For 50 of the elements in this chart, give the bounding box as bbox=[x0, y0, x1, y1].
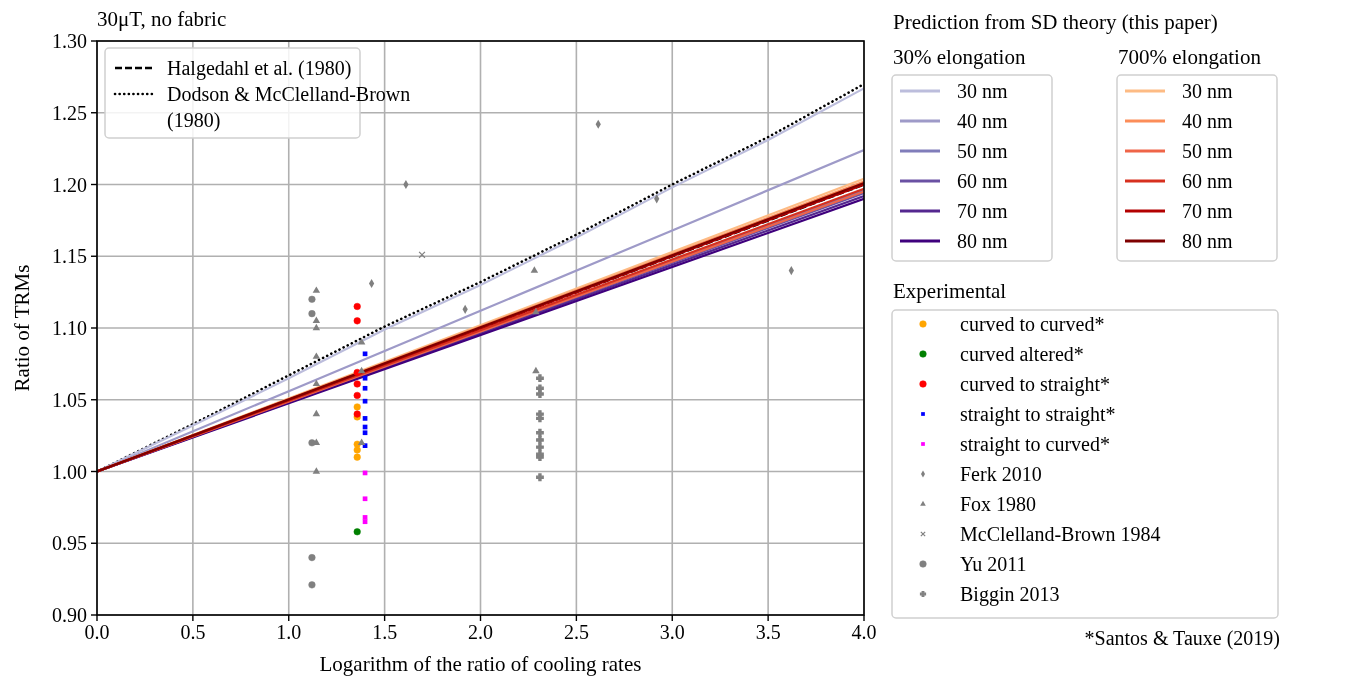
legend-label: curved to straight* bbox=[960, 373, 1110, 396]
legend-label: Yu 2011 bbox=[960, 553, 1027, 575]
x-tick-label: 2.0 bbox=[468, 621, 493, 643]
x-tick-label: 2.5 bbox=[563, 621, 589, 643]
legend-label: 30 nm bbox=[1182, 80, 1233, 102]
x-tick-label: 3.0 bbox=[659, 621, 685, 643]
x-tick-label: 3.5 bbox=[755, 621, 781, 643]
legend-label: 40 nm bbox=[957, 110, 1008, 132]
x-tick-label: 1.5 bbox=[372, 621, 398, 643]
legend-label: 70 nm bbox=[1182, 200, 1233, 222]
y-tick-label: 1.05 bbox=[52, 388, 87, 411]
legend-label: Dodson & McClelland-Brown (1980) bbox=[167, 83, 411, 132]
legend-label: 70 nm bbox=[957, 200, 1008, 222]
x-tick-label: 4.0 bbox=[851, 621, 877, 643]
legend-label: Ferk 2010 bbox=[960, 463, 1042, 485]
text: Experimental bbox=[893, 279, 1007, 303]
y-axis-title: Ratio of TRMs bbox=[10, 264, 34, 392]
text: 30% elongation bbox=[893, 45, 1026, 69]
y-tick-label: 0.95 bbox=[52, 532, 87, 555]
legend-label: 50 nm bbox=[1182, 140, 1233, 162]
legend-label: McClelland-Brown 1984 bbox=[960, 523, 1161, 545]
x-tick-label: 1.0 bbox=[276, 621, 302, 643]
x-tick-label: 0.0 bbox=[84, 621, 110, 643]
legend-label: straight to curved* bbox=[960, 433, 1110, 456]
legend-label: Biggin 2013 bbox=[960, 583, 1060, 606]
y-tick-label: 1.00 bbox=[52, 460, 87, 483]
x-axis-title: Logarithm of the ratio of cooling rates bbox=[319, 652, 642, 676]
legend-title: Prediction from SD theory (this paper) bbox=[893, 10, 1218, 34]
legend-label: curved to curved* bbox=[960, 313, 1105, 335]
legend-label: 60 nm bbox=[1182, 170, 1233, 192]
legend-label: straight to straight* bbox=[960, 403, 1116, 426]
legend-label: 60 nm bbox=[957, 170, 1008, 192]
x-tick-label: 0.5 bbox=[180, 621, 206, 643]
legend-label: 50 nm bbox=[957, 140, 1008, 162]
legend-label: 80 nm bbox=[1182, 230, 1233, 252]
text: *Santos & Tauxe (2019) bbox=[1084, 627, 1280, 650]
legend-label: 40 nm bbox=[1182, 110, 1233, 132]
y-tick-label: 0.90 bbox=[52, 604, 87, 626]
y-tick-label: 1.10 bbox=[52, 317, 87, 339]
legend-label: 30 nm bbox=[957, 80, 1008, 102]
y-tick-label: 1.20 bbox=[52, 173, 87, 196]
legend-label: curved altered* bbox=[960, 343, 1084, 365]
chart-title: 30μT, no fabric bbox=[97, 7, 227, 31]
legend-label: 80 nm bbox=[957, 230, 1008, 252]
y-tick-label: 1.15 bbox=[52, 245, 87, 268]
legend-label: Halgedahl et al. (1980) bbox=[167, 57, 352, 80]
y-tick-label: 1.30 bbox=[52, 30, 87, 52]
text: 700% elongation bbox=[1118, 45, 1262, 69]
y-tick-label: 1.25 bbox=[52, 101, 87, 124]
legend-label: Fox 1980 bbox=[960, 493, 1037, 515]
